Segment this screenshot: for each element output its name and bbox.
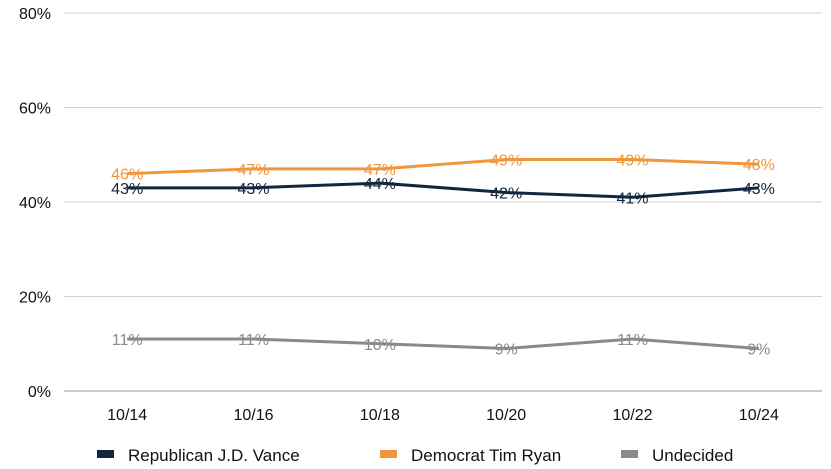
- data-label: 9%: [747, 341, 770, 358]
- data-label: 11%: [238, 332, 269, 349]
- data-label: 42%: [490, 186, 522, 203]
- data-label: 47%: [364, 162, 396, 179]
- series-line-1: [127, 157, 759, 176]
- legend: Republican J.D. Vance Democrat Tim Ryan Un…: [97, 446, 733, 465]
- legend-label: Republican J.D. Vance: [128, 446, 300, 465]
- x-tick-label: 10/24: [739, 407, 779, 424]
- x-tick-label: 10/16: [233, 407, 273, 424]
- legend-swatch: [380, 450, 397, 458]
- data-label: 11%: [112, 332, 143, 349]
- legend-label: Democrat Tim Ryan: [411, 446, 561, 465]
- data-label: 43%: [743, 181, 775, 198]
- y-tick-label: 20%: [19, 290, 51, 307]
- data-label: 10%: [364, 337, 396, 354]
- data-label: 49%: [616, 152, 648, 169]
- y-axis: 0% 20% 40% 60% 80%: [19, 6, 51, 401]
- data-label: 11%: [617, 332, 648, 349]
- data-label: 46%: [111, 167, 143, 184]
- y-tick-label: 60%: [19, 101, 51, 118]
- data-label: 49%: [490, 152, 522, 169]
- data-label: 9%: [495, 341, 518, 358]
- data-label: 47%: [237, 162, 269, 179]
- x-tick-label: 10/18: [360, 407, 400, 424]
- data-label: 43%: [111, 181, 143, 198]
- series-line-2: [127, 337, 759, 350]
- x-tick-label: 10/14: [107, 407, 147, 424]
- legend-swatch: [621, 450, 638, 458]
- data-label: 43%: [237, 181, 269, 198]
- y-tick-label: 0%: [28, 384, 51, 401]
- gridlines: [64, 12, 822, 392]
- y-tick-label: 40%: [19, 195, 51, 212]
- x-tick-label: 10/20: [486, 407, 526, 424]
- data-label: 44%: [364, 176, 396, 193]
- data-label: 48%: [743, 157, 775, 174]
- series-group: 43% 43% 44%42% 41%43%46% 47% 47%49% 49% 48%11% 1…: [111, 152, 775, 358]
- series-line-0: [127, 181, 759, 199]
- x-axis: 10/14 10/16 10/18 10/20 10/22 10/24: [107, 407, 779, 424]
- legend-swatch: [97, 450, 114, 458]
- legend-label: Undecided: [652, 446, 733, 465]
- x-tick-label: 10/22: [612, 407, 652, 424]
- data-label: 41%: [616, 190, 648, 207]
- y-tick-label: 80%: [19, 6, 51, 23]
